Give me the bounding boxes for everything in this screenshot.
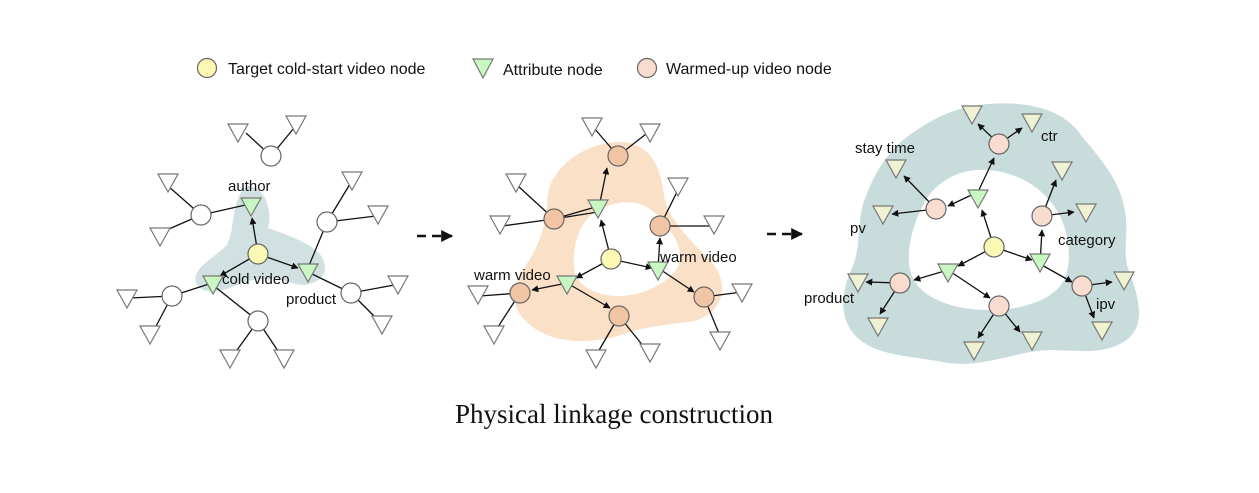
middle-panel: warm video warm video	[466, 117, 754, 370]
attribute-node	[584, 349, 608, 370]
attribute-node-cold	[201, 275, 225, 296]
label-pv: pv	[850, 220, 866, 237]
attribute-node	[638, 123, 662, 144]
video-node	[190, 204, 212, 226]
label-warm-video: warm video	[473, 267, 551, 284]
warm-video-node	[608, 305, 630, 327]
legend: Target cold-start video node Attribute n…	[196, 57, 832, 80]
label-ipv: ipv	[1096, 296, 1116, 313]
attribute-node	[936, 263, 960, 284]
attribute-node	[871, 205, 895, 226]
attribute-node	[638, 343, 662, 364]
attribute-node	[148, 227, 172, 248]
attribute-node	[730, 283, 754, 304]
video-node	[161, 285, 183, 307]
attribute-node	[156, 173, 180, 194]
warmed-up-node	[889, 272, 911, 294]
warm-video-node	[693, 286, 715, 308]
legend-label-cold: Target cold-start video node	[228, 61, 426, 78]
attribute-node	[702, 215, 726, 236]
attribute-node	[555, 275, 579, 296]
left-panel: author cold video product	[115, 115, 410, 370]
attribute-node	[138, 325, 162, 346]
attribute-node	[1074, 203, 1098, 224]
warmed-up-node	[988, 295, 1010, 317]
video-node	[316, 211, 338, 233]
attribute-node	[466, 285, 490, 306]
attribute-node	[1028, 253, 1052, 274]
label-ctr: ctr	[1041, 128, 1058, 145]
warmed-up-node	[925, 198, 947, 220]
cold-start-node	[247, 243, 269, 265]
attribute-node	[708, 331, 732, 352]
video-node	[260, 145, 282, 167]
attribute-node	[488, 215, 512, 236]
attribute-node	[284, 115, 308, 136]
label-product: product	[804, 290, 855, 307]
video-node	[340, 282, 362, 304]
cold-start-node	[600, 248, 622, 270]
attribute-node	[115, 289, 139, 310]
label-stay-time: stay time	[855, 140, 915, 157]
legend-cold-node-icon	[196, 57, 218, 79]
attribute-node	[1090, 321, 1114, 342]
attribute-node	[226, 123, 250, 144]
attribute-node	[504, 173, 528, 194]
warmed-up-node	[1071, 275, 1093, 297]
legend-label-attribute: Attribute node	[503, 62, 603, 79]
attribute-node	[966, 189, 990, 210]
attribute-node	[666, 177, 690, 198]
warm-video-node	[509, 282, 531, 304]
attribute-node	[218, 349, 242, 370]
attribute-node	[586, 199, 610, 220]
warm-video-node	[649, 215, 671, 237]
label-cold-video: cold video	[222, 271, 290, 288]
attribute-node	[846, 273, 870, 294]
legend-attribute-node-icon	[472, 58, 494, 80]
attribute-node	[1112, 271, 1136, 292]
warm-video-node	[543, 208, 565, 230]
label-author: author	[228, 178, 271, 195]
attribute-node	[960, 105, 984, 126]
attribute-node	[866, 317, 890, 338]
attribute-node	[646, 261, 670, 282]
attribute-node	[340, 171, 364, 192]
attribute-node	[1050, 161, 1074, 182]
video-node	[247, 310, 269, 332]
figure-caption: Physical linkage construction	[455, 399, 773, 429]
warmed-up-node	[988, 133, 1010, 155]
label-product: product	[286, 291, 337, 308]
attribute-node-author	[239, 197, 263, 218]
label-category: category	[1058, 232, 1116, 249]
attribute-node	[366, 205, 390, 226]
legend-label-warm: Warmed-up video node	[666, 61, 832, 78]
label-warm-video: warm video	[659, 249, 737, 266]
attribute-node	[386, 275, 410, 296]
attribute-node	[1020, 331, 1044, 352]
cold-start-node	[983, 236, 1005, 258]
warm-video-node	[607, 145, 629, 167]
attribute-node	[370, 315, 394, 336]
warmed-up-node	[1031, 205, 1053, 227]
right-panel: stay time ctr pv category product ipv	[804, 105, 1136, 362]
attribute-node-product	[296, 263, 320, 284]
attribute-node	[962, 341, 986, 362]
attribute-node	[482, 325, 506, 346]
attribute-node	[1020, 113, 1044, 134]
attribute-node	[272, 349, 296, 370]
legend-warm-node-icon	[636, 57, 658, 79]
attribute-node	[884, 159, 908, 180]
attribute-node	[580, 117, 604, 138]
